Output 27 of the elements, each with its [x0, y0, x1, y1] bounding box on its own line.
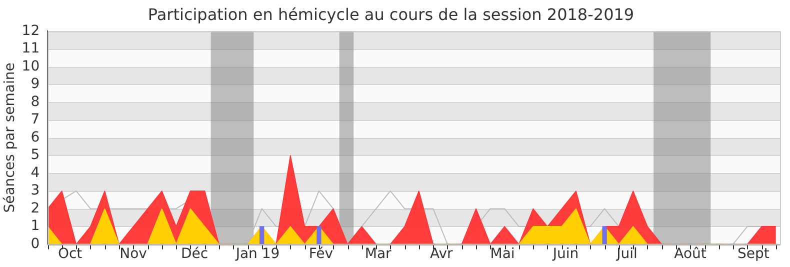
y-tick-label: 4 [30, 164, 40, 181]
x-tick-label: Août [674, 246, 707, 262]
y-axis-title: Séances par semaine [2, 62, 18, 213]
y-tick-label: 7 [30, 112, 40, 128]
x-tick-label: Déc [180, 246, 208, 262]
x-tick-label: Sept [738, 246, 770, 262]
y-tick-label: 11 [22, 40, 40, 57]
y-tick-label: 9 [30, 76, 40, 92]
x-tick-label: Juil [616, 246, 638, 262]
x-tick-label: Fév [308, 246, 334, 262]
y-tick-label: 10 [22, 58, 40, 74]
y-tick-label: 1 [30, 218, 40, 234]
y-tick-label: 2 [30, 200, 40, 216]
x-tick-label: Jan 19 [234, 246, 280, 262]
x-tick-label: Oct [58, 246, 83, 262]
y-tick-label: 12 [22, 22, 40, 39]
x-tick-label: Juin [552, 246, 579, 262]
y-tick-label: 8 [30, 94, 40, 110]
y-tick-label: 3 [30, 182, 40, 199]
x-tick-label: Avr [430, 246, 453, 262]
chart-title: Participation en hémicycle au cours de la session 2018-2019 [148, 4, 634, 24]
x-tick-label: Mar [364, 246, 392, 262]
y-tick-label: 0 [30, 236, 40, 252]
x-tick-label: Nov [120, 246, 147, 262]
x-tick-label: Mai [490, 246, 515, 262]
y-tick-label: 5 [30, 147, 40, 164]
y-tick-label: 6 [30, 129, 40, 146]
